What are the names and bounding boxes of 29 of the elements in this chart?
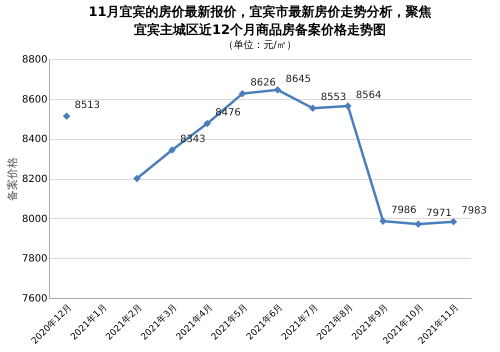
y-tick-label: 8600 (22, 94, 48, 106)
point (62, 112, 70, 120)
point (133, 174, 141, 182)
chart-title: 宜宾主城区近12个月商品房备案价格走势图 (134, 22, 386, 38)
data-label: 8553 (320, 92, 346, 104)
data-label: 8564 (356, 90, 382, 102)
y-tick-label: 8800 (22, 54, 48, 66)
y-tick-label: 7600 (22, 294, 48, 304)
y-axis-title: 备案价格 (6, 157, 20, 201)
data-label: 7983 (461, 206, 487, 217)
data-label: 7986 (391, 205, 417, 216)
point (309, 104, 316, 112)
point (450, 218, 458, 226)
data-label: 7971 (426, 208, 452, 220)
y-tick-label: 7800 (22, 254, 48, 265)
data-label: 8513 (74, 100, 100, 112)
data-label: 8645 (286, 74, 312, 85)
point (414, 220, 422, 228)
y-tick-label: 8200 (22, 174, 48, 185)
point (238, 90, 246, 98)
y-tick-label: 8400 (22, 134, 48, 146)
data-label: 8626 (250, 78, 276, 89)
point (274, 86, 282, 94)
y-tick-label: 8000 (22, 214, 48, 225)
point (379, 217, 387, 225)
point (344, 102, 352, 110)
point (168, 146, 176, 154)
text: 11月宜宾的房价最新报价，宜宾市最新房价走势分析，聚焦 (88, 4, 432, 20)
chart-subtitle: （单位：元/㎡） (223, 39, 297, 51)
